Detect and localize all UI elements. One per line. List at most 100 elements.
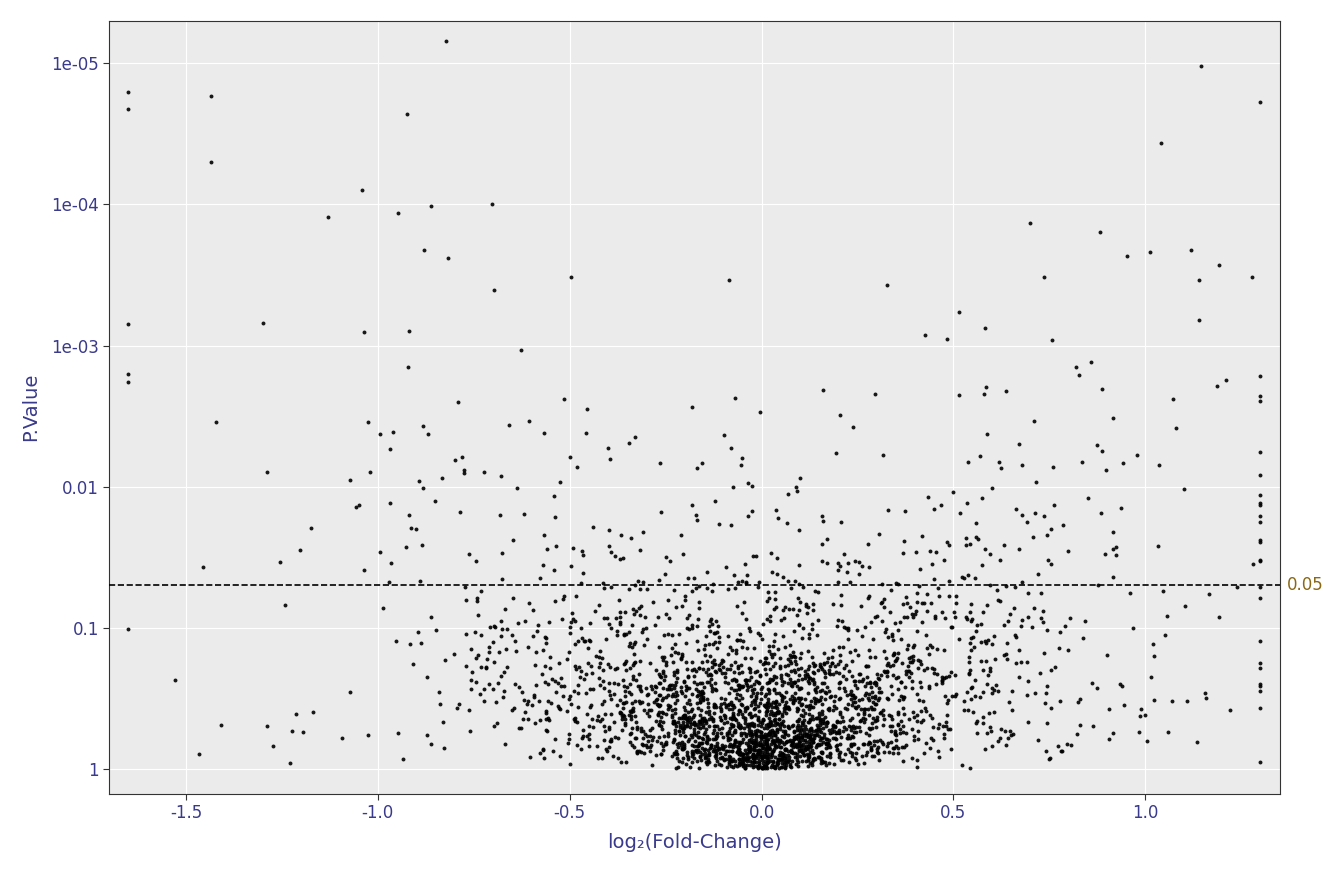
Point — [1036, 528, 1058, 542]
Point — [750, 686, 771, 700]
Point — [774, 760, 796, 774]
Point — [665, 601, 687, 615]
Point — [579, 682, 601, 696]
Point — [805, 725, 827, 739]
Point — [735, 750, 757, 764]
Point — [907, 580, 929, 594]
Point — [833, 620, 855, 634]
Point — [995, 647, 1016, 661]
Point — [702, 711, 723, 725]
Point — [816, 715, 837, 729]
Point — [813, 646, 835, 660]
Point — [728, 720, 750, 734]
Point — [345, 500, 367, 514]
Point — [786, 719, 808, 733]
Point — [612, 551, 633, 565]
Point — [564, 711, 586, 725]
Point — [652, 653, 673, 667]
Point — [805, 692, 827, 706]
Point — [1025, 475, 1047, 489]
Point — [610, 755, 632, 769]
Point — [274, 598, 296, 612]
Point — [762, 696, 784, 710]
Point — [676, 748, 698, 762]
Point — [739, 741, 761, 755]
Point — [762, 728, 784, 742]
Point — [715, 675, 737, 689]
Point — [538, 713, 559, 727]
Point — [473, 465, 495, 479]
Point — [749, 696, 770, 710]
Point — [638, 729, 660, 743]
Point — [664, 746, 685, 760]
Point — [743, 702, 765, 716]
Point — [1081, 354, 1102, 368]
Point — [657, 726, 679, 740]
Point — [664, 689, 685, 703]
Point — [491, 614, 512, 628]
Point — [763, 634, 785, 648]
Point — [806, 585, 828, 599]
Point — [817, 650, 839, 664]
Point — [786, 738, 808, 752]
Point — [1087, 578, 1109, 592]
Point — [739, 724, 761, 738]
Point — [567, 686, 589, 700]
Point — [849, 724, 871, 738]
Point — [794, 732, 816, 746]
Point — [754, 737, 775, 751]
Point — [649, 688, 671, 702]
Point — [763, 713, 785, 727]
Point — [833, 720, 855, 734]
Point — [731, 698, 753, 712]
Point — [805, 685, 827, 699]
Point — [918, 647, 939, 661]
Point — [743, 641, 765, 655]
Point — [771, 756, 793, 770]
Point — [818, 663, 840, 677]
Point — [688, 579, 710, 593]
Point — [348, 498, 370, 512]
Point — [696, 733, 718, 747]
Point — [683, 722, 704, 736]
Point — [1008, 670, 1030, 684]
Point — [620, 727, 641, 741]
Point — [758, 726, 780, 740]
Point — [792, 746, 813, 760]
Point — [829, 705, 851, 719]
Point — [821, 656, 843, 670]
Point — [676, 718, 698, 732]
Point — [798, 750, 820, 764]
Point — [956, 538, 977, 552]
Point — [747, 736, 769, 750]
Point — [1114, 698, 1136, 711]
Point — [773, 738, 794, 752]
Point — [917, 604, 938, 618]
Point — [650, 722, 672, 736]
Point — [710, 710, 731, 724]
Point — [839, 755, 860, 769]
Point — [777, 574, 798, 588]
Point — [747, 675, 769, 689]
Point — [802, 675, 824, 689]
Point — [649, 730, 671, 744]
Point — [726, 674, 747, 688]
Point — [821, 650, 843, 664]
Point — [1067, 696, 1089, 710]
Point — [739, 728, 761, 742]
Point — [495, 738, 516, 752]
Point — [757, 585, 778, 599]
Point — [645, 663, 667, 677]
Point — [716, 715, 738, 729]
Point — [798, 740, 820, 754]
Point — [695, 749, 716, 763]
Point — [780, 743, 801, 757]
Point — [818, 739, 840, 753]
Point — [663, 714, 684, 728]
Point — [741, 690, 762, 704]
Point — [488, 644, 509, 658]
Point — [696, 755, 718, 769]
Point — [648, 640, 669, 654]
Point — [699, 637, 720, 651]
Point — [962, 630, 984, 644]
